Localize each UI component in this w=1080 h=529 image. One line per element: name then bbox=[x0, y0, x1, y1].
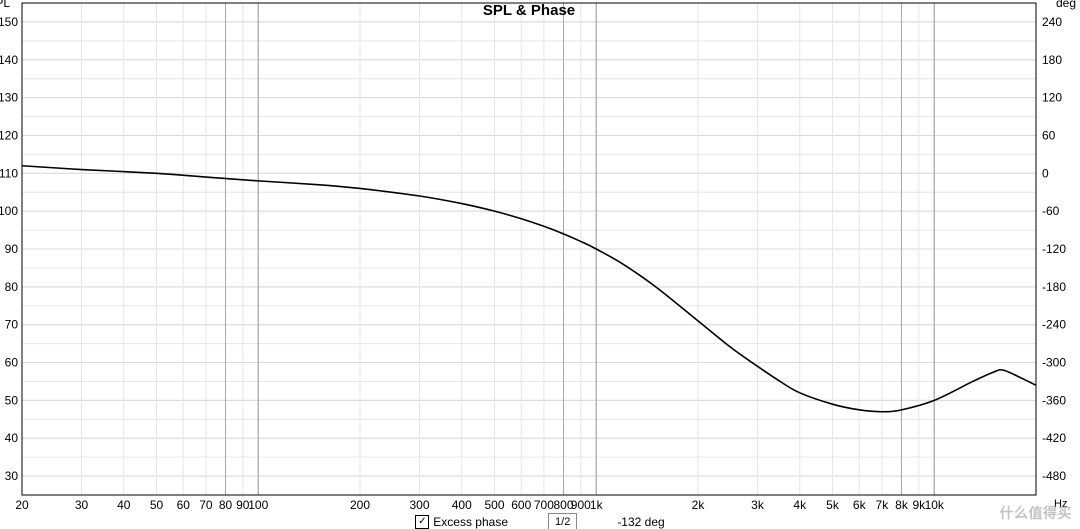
svg-text:SPL & Phase: SPL & Phase bbox=[483, 2, 575, 19]
svg-text:-240: -240 bbox=[1042, 318, 1066, 332]
svg-text:-420: -420 bbox=[1042, 431, 1066, 445]
svg-text:4k: 4k bbox=[793, 498, 807, 512]
svg-text:40: 40 bbox=[5, 431, 19, 445]
svg-text:-120: -120 bbox=[1042, 242, 1066, 256]
svg-text:140: 140 bbox=[0, 53, 18, 67]
smoothing-selector[interactable]: 1/2 bbox=[548, 513, 577, 529]
checkbox-icon: ✓ bbox=[415, 515, 429, 529]
svg-text:SPL: SPL bbox=[0, 0, 10, 10]
svg-text:150: 150 bbox=[0, 15, 18, 29]
svg-text:2k: 2k bbox=[692, 498, 706, 512]
svg-text:180: 180 bbox=[1042, 53, 1062, 67]
svg-text:-180: -180 bbox=[1042, 280, 1066, 294]
svg-text:130: 130 bbox=[0, 91, 18, 105]
svg-text:0: 0 bbox=[1042, 166, 1049, 180]
svg-text:70: 70 bbox=[5, 318, 19, 332]
svg-text:120: 120 bbox=[0, 128, 18, 142]
svg-text:6k: 6k bbox=[853, 498, 867, 512]
excess-phase-label: Excess phase bbox=[433, 515, 508, 529]
svg-text:10k: 10k bbox=[925, 498, 945, 512]
svg-text:-300: -300 bbox=[1042, 356, 1066, 370]
svg-text:700: 700 bbox=[534, 498, 554, 512]
svg-text:3k: 3k bbox=[751, 498, 765, 512]
svg-text:60: 60 bbox=[177, 498, 191, 512]
excess-phase-checkbox[interactable]: ✓ Excess phase bbox=[415, 515, 508, 529]
svg-text:-480: -480 bbox=[1042, 469, 1066, 483]
svg-text:7k: 7k bbox=[876, 498, 890, 512]
svg-text:-60: -60 bbox=[1042, 204, 1060, 218]
svg-text:100: 100 bbox=[248, 498, 268, 512]
spl-phase-chart: 30 40 50 60 70 80 90 100 110 120 130 140 150 -480 -420… bbox=[0, 0, 1080, 529]
svg-text:400: 400 bbox=[452, 498, 472, 512]
svg-text:110: 110 bbox=[0, 166, 18, 180]
svg-text:30: 30 bbox=[75, 498, 89, 512]
svg-text:300: 300 bbox=[410, 498, 430, 512]
svg-text:60: 60 bbox=[5, 356, 19, 370]
svg-text:50: 50 bbox=[150, 498, 164, 512]
svg-text:600: 600 bbox=[511, 498, 531, 512]
svg-text:30: 30 bbox=[5, 469, 19, 483]
svg-text:80: 80 bbox=[219, 498, 233, 512]
svg-text:50: 50 bbox=[5, 393, 19, 407]
svg-text:500: 500 bbox=[484, 498, 504, 512]
svg-text:80: 80 bbox=[5, 280, 19, 294]
svg-text:60: 60 bbox=[1042, 128, 1056, 142]
svg-text:100: 100 bbox=[0, 204, 18, 218]
svg-text:70: 70 bbox=[199, 498, 213, 512]
svg-text:8k: 8k bbox=[895, 498, 909, 512]
svg-text:90: 90 bbox=[5, 242, 19, 256]
svg-text:40: 40 bbox=[117, 498, 131, 512]
svg-text:deg: deg bbox=[1056, 0, 1076, 10]
svg-text:200: 200 bbox=[350, 498, 370, 512]
svg-text:240: 240 bbox=[1042, 15, 1062, 29]
svg-text:-360: -360 bbox=[1042, 393, 1066, 407]
svg-text:120: 120 bbox=[1042, 91, 1062, 105]
svg-text:20: 20 bbox=[15, 498, 29, 512]
chart-container: 30 40 50 60 70 80 90 100 110 120 130 140 150 -480 -420… bbox=[0, 0, 1080, 529]
svg-text:5k: 5k bbox=[826, 498, 840, 512]
svg-text:900: 900 bbox=[571, 498, 591, 512]
svg-text:1k: 1k bbox=[590, 498, 604, 512]
chart-footer: ✓ Excess phase 1/2 -132 deg bbox=[0, 513, 1080, 529]
x-axis-unit: Hz bbox=[1054, 498, 1067, 510]
deg-readout: -132 deg bbox=[617, 515, 664, 529]
